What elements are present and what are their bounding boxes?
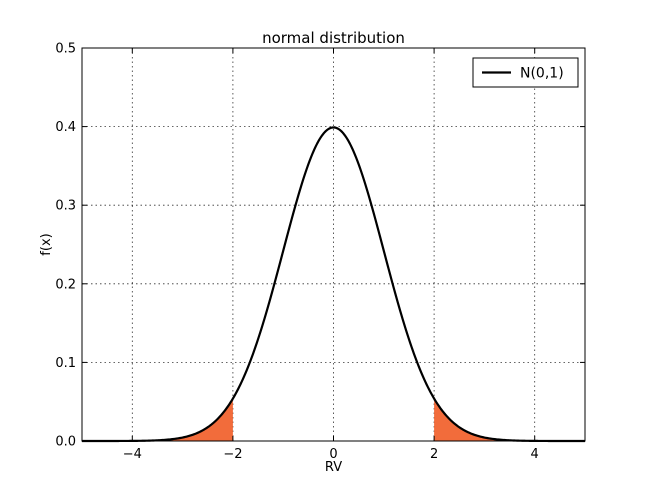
x-tick-label: −4: [123, 447, 142, 462]
grid: [82, 48, 585, 441]
y-tick-label: 0.3: [55, 199, 76, 214]
x-tick-label: 0: [329, 447, 337, 462]
shaded-tails: [82, 398, 585, 441]
x-tick-label: −2: [223, 447, 242, 462]
shaded-tail-area: [82, 398, 233, 441]
axis-ticks: −4 −2 0 2 4 0.0 0.1 0.2 0.3 0.4 0.5: [55, 42, 585, 462]
y-axis-label: f(x): [39, 233, 54, 255]
y-tick-label: 0.4: [55, 120, 76, 135]
legend-label-n01: N(0,1): [520, 66, 564, 82]
x-tick-label: 4: [531, 447, 539, 462]
x-axis-label: RV: [325, 460, 342, 475]
y-tick-label: 0.1: [55, 356, 76, 371]
shaded-tail-area: [434, 398, 585, 441]
chart-title: normal distribution: [262, 29, 405, 47]
y-tick-label: 0.2: [55, 277, 76, 292]
y-tick-label: 0.5: [55, 42, 76, 57]
x-tick-label: 2: [430, 447, 438, 462]
legend: N(0,1): [472, 57, 579, 88]
series-line-n01: [82, 126, 585, 443]
y-tick-label: 0.0: [55, 435, 76, 450]
series-lines: [82, 126, 585, 443]
